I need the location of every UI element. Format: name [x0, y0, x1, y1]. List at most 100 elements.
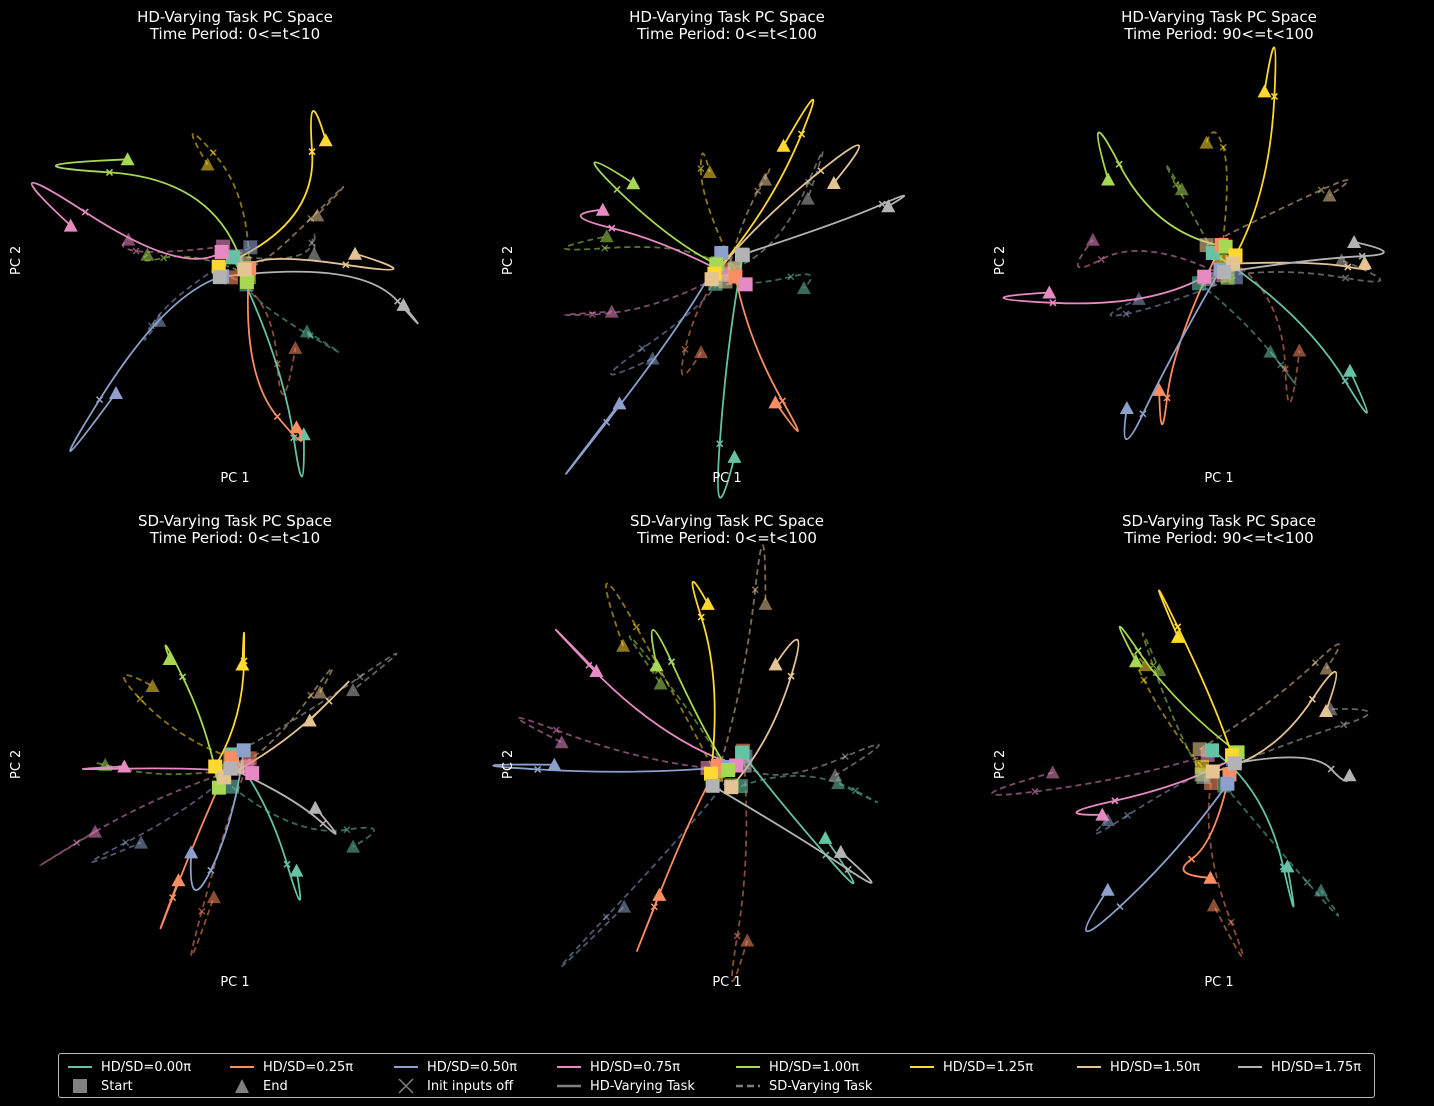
init-off-x-marker	[179, 673, 187, 681]
sd-trajectory-line	[717, 544, 767, 772]
panel-title: SD-Varying Task PC Space Time Period: 0<…	[25, 513, 445, 547]
legend-entry: HD/SD=1.50π	[1076, 1058, 1200, 1076]
legend-dashed-swatch	[736, 1084, 760, 1088]
start-square-marker	[236, 743, 251, 758]
init-off-x-marker	[754, 187, 762, 195]
end-triangle-marker	[616, 638, 631, 652]
hd-trajectory-line	[1123, 269, 1222, 441]
y-axis-label: PC 2	[9, 749, 24, 779]
start-square-marker	[224, 750, 239, 765]
end-triangle-marker	[1042, 285, 1057, 299]
hd-trajectory-line	[710, 144, 861, 280]
end-triangle-marker	[604, 304, 619, 318]
start-square-marker	[245, 766, 260, 781]
legend-label: HD-Varying Task	[590, 1078, 695, 1094]
legend-label: HD/SD=1.50π	[1110, 1059, 1201, 1075]
end-triangle-marker	[758, 172, 773, 186]
end-triangle-marker	[776, 138, 791, 152]
x-axis-label: PC 1	[220, 471, 250, 486]
sd-trajectory-line	[605, 582, 718, 776]
start-square-marker	[735, 745, 750, 760]
end-triangle-marker	[702, 165, 717, 179]
panel-sd-0-10: SD-Varying Task PC Space Time Period: 0<…	[9, 504, 445, 1004]
init-off-x-marker	[716, 440, 724, 448]
end-triangle-marker	[1085, 232, 1100, 246]
init-off-x-marker	[751, 586, 759, 594]
init-off-x-marker	[1031, 788, 1039, 796]
init-off-x-marker	[878, 200, 886, 208]
init-off-x-marker	[209, 149, 217, 157]
panel-hd-0-10: HD-Varying Task PC Space Time Period: 0<…	[9, 0, 445, 500]
hd-trajectory-line	[650, 629, 729, 771]
end-triangle-marker	[184, 845, 199, 859]
init-off-x-marker	[798, 130, 806, 138]
sd-trajectory-line	[1198, 282, 1297, 386]
legend-entry: HD/SD=1.00π	[735, 1058, 859, 1076]
hd-trajectory-line	[734, 276, 799, 433]
sd-trajectory-line	[1199, 643, 1341, 751]
end-triangle-marker	[800, 191, 815, 205]
panel-title-line2: Time Period: 0<=t<100	[637, 529, 817, 547]
sd-trajectory-line	[122, 674, 231, 759]
sd-trajectory-line	[744, 743, 880, 777]
init-off-x-marker	[1219, 143, 1227, 151]
legend-line-swatch	[68, 1066, 92, 1068]
end-triangle-marker	[768, 395, 783, 409]
hd-trajectory-line	[1224, 241, 1385, 273]
end-triangle-marker	[547, 757, 562, 771]
init-off-x-marker	[851, 787, 859, 795]
end-triangle-marker	[120, 152, 135, 166]
sd-trajectory-line	[1109, 276, 1237, 317]
start-square-marker	[214, 244, 229, 259]
end-triangle-marker	[1170, 629, 1185, 643]
sd-trajectory-line	[1208, 259, 1381, 283]
start-square-marker	[738, 277, 753, 292]
init-off-x-marker	[602, 913, 610, 921]
init-off-x-marker	[1115, 160, 1123, 168]
init-off-x-marker	[207, 866, 215, 874]
legend-line-swatch	[394, 1066, 418, 1068]
end-triangle-marker	[302, 713, 317, 727]
panel-title: SD-Varying Task PC Space Time Period: 90…	[1009, 513, 1429, 547]
start-square-marker	[735, 247, 750, 262]
sd-trajectory-line	[1206, 178, 1350, 246]
legend-label: HD/SD=1.00π	[769, 1059, 860, 1075]
init-off-x-marker	[1122, 310, 1130, 318]
start-square-marker	[1220, 776, 1235, 791]
end-triangle-marker	[289, 420, 304, 434]
end-triangle-marker	[1314, 883, 1329, 897]
end-triangle-marker	[1206, 898, 1221, 912]
hd-trajectory-line	[1118, 625, 1239, 754]
sd-trajectory-line	[724, 168, 771, 282]
legend-entry: Start	[67, 1077, 133, 1095]
init-off-x-marker	[1308, 695, 1316, 703]
x-axis-label: PC 1	[712, 975, 742, 990]
init-off-x-marker	[1358, 252, 1366, 260]
panel-title-line1: HD-Varying Task PC Space	[629, 8, 825, 26]
hd-trajectory-line	[219, 270, 419, 325]
y-axis-label: PC 2	[501, 749, 516, 779]
init-off-x-marker	[632, 623, 640, 631]
trajectory-plot	[39, 631, 398, 957]
start-square-marker	[704, 272, 719, 287]
end-triangle-marker	[595, 202, 610, 216]
y-axis-label: PC 2	[9, 245, 24, 275]
legend-label: HD/SD=0.25π	[263, 1059, 354, 1075]
init-off-x-marker	[733, 932, 741, 940]
panel-title-line2: Time Period: 0<=t<10	[149, 25, 321, 43]
sd-trajectory-line	[1203, 708, 1370, 778]
hd-trajectory-line	[243, 252, 395, 271]
legend-label: HD/SD=0.00π	[101, 1059, 192, 1075]
end-triangle-marker	[162, 651, 177, 665]
sd-trajectory-line	[991, 754, 1208, 796]
legend-line-swatch	[1077, 1066, 1101, 1068]
end-triangle-marker	[1174, 182, 1189, 196]
init-off-x-marker	[273, 413, 281, 421]
start-square-marker	[703, 766, 718, 781]
init-off-x-marker	[667, 658, 676, 666]
legend-solid-swatch	[557, 1084, 581, 1088]
end-triangle-marker	[318, 133, 333, 147]
start-square-marker	[223, 761, 238, 776]
init-off-x-marker	[1340, 721, 1348, 729]
legend-line-swatch	[1238, 1066, 1262, 1068]
